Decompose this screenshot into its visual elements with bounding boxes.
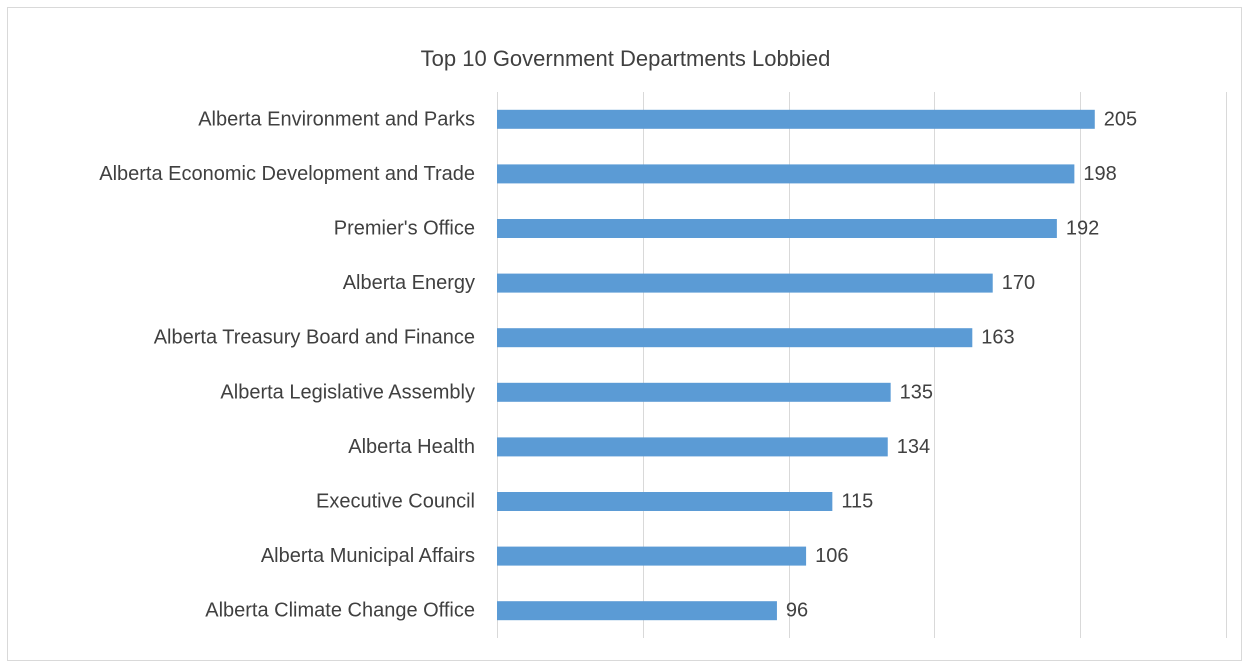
bar <box>497 601 777 621</box>
category-label: Alberta Climate Change Office <box>205 600 475 622</box>
category-label: Alberta Environment and Parks <box>198 108 475 130</box>
bars <box>497 109 1095 621</box>
bar <box>497 382 891 402</box>
bar <box>497 219 1057 238</box>
category-label: Executive Council <box>316 491 475 513</box>
category-label: Premier's Office <box>334 218 475 240</box>
category-label: Alberta Health <box>348 436 475 458</box>
bar <box>497 273 993 293</box>
bar <box>497 109 1095 129</box>
value-label: 170 <box>1002 272 1035 294</box>
category-label: Alberta Municipal Affairs <box>261 545 475 567</box>
category-label: Alberta Economic Development and Trade <box>99 163 475 185</box>
bar <box>497 328 973 348</box>
bar <box>497 546 807 566</box>
bar <box>497 492 833 511</box>
value-labels: 205 198 192 170 163 135 134 115 106 96 <box>786 108 1137 621</box>
category-label: Alberta Treasury Board and Finance <box>154 327 475 349</box>
category-labels: Alberta Environment and Parks Alberta Eco… <box>99 108 475 621</box>
chart-title: Top 10 Government Departments Lobbied <box>420 46 831 71</box>
value-label: 163 <box>981 327 1014 349</box>
value-label: 134 <box>897 436 930 458</box>
value-label: 106 <box>815 545 848 567</box>
value-label: 135 <box>900 381 933 403</box>
value-label: 96 <box>786 600 808 622</box>
bar <box>497 437 888 457</box>
value-label: 192 <box>1066 218 1099 240</box>
value-label: 198 <box>1083 163 1116 185</box>
bar <box>497 164 1075 184</box>
value-label: 205 <box>1104 108 1137 130</box>
category-label: Alberta Energy <box>343 272 475 294</box>
value-label: 115 <box>841 491 873 513</box>
category-label: Alberta Legislative Assembly <box>220 381 475 403</box>
